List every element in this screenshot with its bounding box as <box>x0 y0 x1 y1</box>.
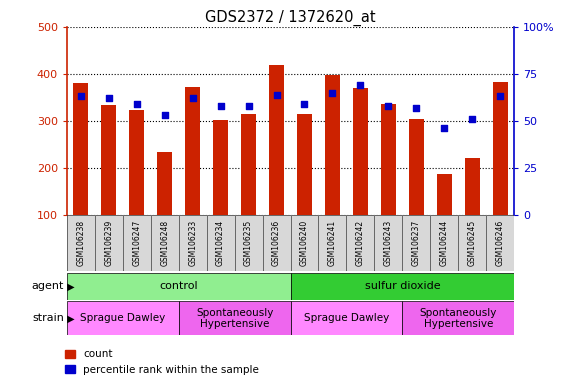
Legend: count, percentile rank within the sample: count, percentile rank within the sample <box>60 345 263 379</box>
Bar <box>213 120 228 215</box>
Text: GSM106244: GSM106244 <box>440 220 449 266</box>
Bar <box>129 110 145 215</box>
Text: Sprague Dawley: Sprague Dawley <box>304 313 389 323</box>
Text: Spontaneously
Hypertensive: Spontaneously Hypertensive <box>419 308 497 329</box>
Text: GSM106238: GSM106238 <box>76 220 85 266</box>
Text: ▶: ▶ <box>64 281 74 291</box>
Point <box>300 101 309 107</box>
Point <box>328 90 337 96</box>
Point <box>76 93 85 99</box>
Text: GSM106245: GSM106245 <box>468 220 477 266</box>
Bar <box>325 75 340 215</box>
Text: agent: agent <box>31 281 64 291</box>
Text: GSM106239: GSM106239 <box>104 220 113 266</box>
Point <box>440 126 449 132</box>
Bar <box>353 88 368 215</box>
Bar <box>381 104 396 215</box>
Bar <box>101 106 116 215</box>
Bar <box>493 83 508 215</box>
Text: GSM106246: GSM106246 <box>496 220 505 266</box>
Point <box>216 103 225 109</box>
Point <box>132 101 141 107</box>
Text: GSM106235: GSM106235 <box>244 220 253 266</box>
Bar <box>465 158 480 215</box>
Text: GDS2372 / 1372620_at: GDS2372 / 1372620_at <box>205 10 376 26</box>
Bar <box>73 83 88 215</box>
Bar <box>179 301 290 335</box>
Point <box>160 112 169 118</box>
Point <box>383 103 393 109</box>
Point <box>496 93 505 99</box>
Text: control: control <box>159 281 198 291</box>
Text: GSM106241: GSM106241 <box>328 220 337 266</box>
Point <box>468 116 477 122</box>
Point <box>272 91 281 98</box>
Text: GSM106237: GSM106237 <box>412 220 421 266</box>
Bar <box>436 174 452 215</box>
Bar <box>269 65 284 215</box>
Bar <box>403 301 514 335</box>
Bar <box>297 114 312 215</box>
Text: strain: strain <box>32 313 64 323</box>
Bar <box>241 114 256 215</box>
Text: GSM106234: GSM106234 <box>216 220 225 266</box>
Text: ▶: ▶ <box>64 313 74 323</box>
Point <box>244 103 253 109</box>
Text: GSM106236: GSM106236 <box>272 220 281 266</box>
Point <box>104 95 113 101</box>
Text: sulfur dioxide: sulfur dioxide <box>364 281 440 291</box>
Text: GSM106240: GSM106240 <box>300 220 309 266</box>
Bar <box>67 301 179 335</box>
Text: GSM106242: GSM106242 <box>356 220 365 266</box>
Text: GSM106233: GSM106233 <box>188 220 197 266</box>
Text: GSM106247: GSM106247 <box>132 220 141 266</box>
Point <box>188 95 198 101</box>
Point <box>412 105 421 111</box>
Bar <box>185 87 200 215</box>
Bar <box>157 152 173 215</box>
Bar <box>290 273 514 300</box>
Text: Spontaneously
Hypertensive: Spontaneously Hypertensive <box>196 308 273 329</box>
Text: GSM106243: GSM106243 <box>384 220 393 266</box>
Bar <box>67 273 290 300</box>
Point <box>356 82 365 88</box>
Text: GSM106248: GSM106248 <box>160 220 169 266</box>
Bar <box>408 119 424 215</box>
Text: Sprague Dawley: Sprague Dawley <box>80 313 166 323</box>
Bar <box>290 301 403 335</box>
